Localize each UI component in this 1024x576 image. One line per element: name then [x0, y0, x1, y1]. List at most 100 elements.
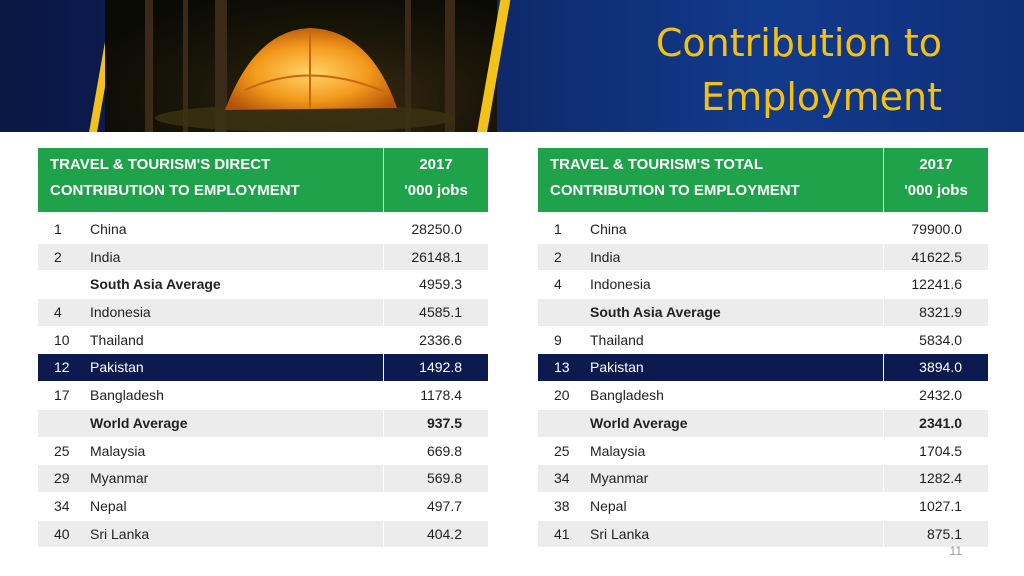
- table-row: 9 Thailand 5834.0: [538, 326, 988, 355]
- table-title: TRAVEL & TOURISM'S DIRECT CONTRIBUTION T…: [38, 148, 384, 212]
- row-jobs-value: 3894.0: [919, 359, 962, 376]
- row-jobs-value: 1492.8: [419, 359, 462, 376]
- row-jobs-value: 2432.0: [919, 387, 962, 404]
- table-row: 1 China 79900.0: [538, 216, 988, 244]
- row-country: World Average: [88, 409, 384, 437]
- row-rank: 34: [554, 470, 570, 487]
- slide-title: Contribution to Employment: [522, 16, 942, 124]
- column-header-year: 2017: [919, 156, 953, 173]
- row-jobs-value: 1282.4: [919, 470, 962, 487]
- row-rank: 29: [54, 470, 70, 487]
- total-contribution-table: TRAVEL & TOURISM'S TOTAL CONTRIBUTION TO…: [538, 148, 988, 549]
- row-country: Sri Lanka: [88, 520, 384, 548]
- table-title-line: TRAVEL & TOURISM'S DIRECT: [50, 156, 271, 173]
- table-row: 4 Indonesia 12241.6: [538, 271, 988, 300]
- row-rank: [538, 299, 588, 326]
- row-country: Nepal: [88, 492, 384, 520]
- table-row: 12 Pakistan 1492.8: [38, 354, 488, 383]
- row-rank: 13: [554, 359, 570, 376]
- column-header-unit: '000 jobs: [404, 182, 468, 199]
- table-row: 38 Nepal 1027.1: [538, 492, 988, 521]
- row-jobs-value: 28250.0: [411, 221, 462, 237]
- tree-trunk: [145, 0, 153, 132]
- table-row: 25 Malaysia 1704.5: [538, 437, 988, 466]
- table-row: 2 India 26148.1: [38, 243, 488, 272]
- row-rank: 41: [554, 525, 570, 542]
- row-jobs-value: 1178.4: [420, 387, 462, 404]
- table-row: 41 Sri Lanka 875.1: [538, 520, 988, 549]
- row-country: Pakistan: [88, 354, 384, 382]
- column-header-year: 2017: [419, 156, 453, 173]
- table-row: World Average 2341.0: [538, 409, 988, 438]
- row-country: Indonesia: [588, 271, 884, 299]
- table-row: 1 China 28250.0: [38, 216, 488, 244]
- row-country: Bangladesh: [88, 382, 384, 409]
- camping-tent-photo: [105, 0, 497, 132]
- row-country: India: [88, 243, 384, 271]
- row-jobs-value: 1704.5: [919, 442, 962, 459]
- table-row: 29 Myanmar 569.8: [38, 465, 488, 493]
- table-row: 4 Indonesia 4585.1: [38, 299, 488, 327]
- row-country: Thailand: [588, 326, 884, 354]
- table-row: South Asia Average 8321.9: [538, 299, 988, 327]
- table-header: TRAVEL & TOURISM'S TOTAL CONTRIBUTION TO…: [538, 148, 988, 212]
- tree-trunk: [183, 0, 188, 132]
- row-jobs-value: 8321.9: [919, 304, 962, 321]
- row-country: India: [588, 243, 884, 271]
- row-rank: 9: [554, 331, 562, 348]
- slide-title-line: Contribution to: [655, 21, 942, 65]
- row-rank: 25: [554, 442, 570, 459]
- row-jobs-value: 404.2: [426, 525, 462, 542]
- row-jobs-value: 4585.1: [419, 304, 462, 321]
- table-body: 1 China 28250.0 2 India 26148.1 South Asia Ave…: [38, 216, 488, 549]
- table-row: 20 Bangladesh 2432.0: [538, 382, 988, 410]
- row-rank: [38, 410, 88, 437]
- row-rank: 25: [54, 442, 70, 459]
- row-rank: 4: [54, 304, 62, 321]
- row-jobs-value: 937.5: [426, 414, 462, 431]
- row-country: Indonesia: [88, 299, 384, 326]
- direct-contribution-table: TRAVEL & TOURISM'S DIRECT CONTRIBUTION T…: [38, 148, 488, 549]
- row-country: South Asia Average: [88, 271, 384, 299]
- tree-trunk: [445, 0, 455, 132]
- row-rank: [38, 271, 88, 298]
- table-row: 34 Myanmar 1282.4: [538, 465, 988, 493]
- row-country: Malaysia: [88, 437, 384, 465]
- row-jobs-value: 497.7: [426, 497, 462, 514]
- row-jobs-value: 12241.6: [911, 276, 962, 293]
- row-jobs-value: 5834.0: [919, 331, 962, 348]
- row-rank: 17: [54, 387, 70, 404]
- table-header: TRAVEL & TOURISM'S DIRECT CONTRIBUTION T…: [38, 148, 488, 212]
- row-rank: 2: [54, 248, 62, 265]
- row-country: Malaysia: [588, 437, 884, 465]
- row-rank: 12: [54, 359, 70, 376]
- column-header-jobs: 2017 '000 jobs: [384, 148, 488, 212]
- tree-trunk: [405, 0, 411, 132]
- row-jobs-value: 875.1: [926, 525, 962, 542]
- table-title-line: CONTRIBUTION TO EMPLOYMENT: [550, 182, 800, 199]
- table-row: 10 Thailand 2336.6: [38, 326, 488, 355]
- table-title-line: CONTRIBUTION TO EMPLOYMENT: [50, 182, 300, 199]
- row-jobs-value: 26148.1: [411, 248, 462, 265]
- row-country: Sri Lanka: [588, 520, 884, 548]
- table-title: TRAVEL & TOURISM'S TOTAL CONTRIBUTION TO…: [538, 148, 884, 212]
- row-jobs-value: 2336.6: [419, 331, 462, 348]
- row-jobs-value: 79900.0: [911, 221, 962, 237]
- row-jobs-value: 1027.1: [919, 497, 962, 514]
- tree-trunk: [215, 0, 227, 132]
- table-row: 34 Nepal 497.7: [38, 492, 488, 521]
- row-rank: 1: [554, 221, 562, 237]
- row-jobs-value: 2341.0: [919, 414, 962, 431]
- row-rank: 4: [554, 276, 562, 293]
- row-rank: 34: [54, 497, 70, 514]
- table-row: 17 Bangladesh 1178.4: [38, 382, 488, 410]
- tent-icon: [155, 28, 455, 132]
- row-country: Thailand: [88, 326, 384, 354]
- row-jobs-value: 569.8: [426, 470, 462, 487]
- row-rank: 20: [554, 387, 570, 404]
- row-rank: 10: [54, 331, 70, 348]
- header-banner: Contribution to Employment: [0, 0, 1024, 132]
- row-jobs-value: 669.8: [426, 442, 462, 459]
- table-row: 2 India 41622.5: [538, 243, 988, 272]
- row-country: China: [588, 216, 884, 243]
